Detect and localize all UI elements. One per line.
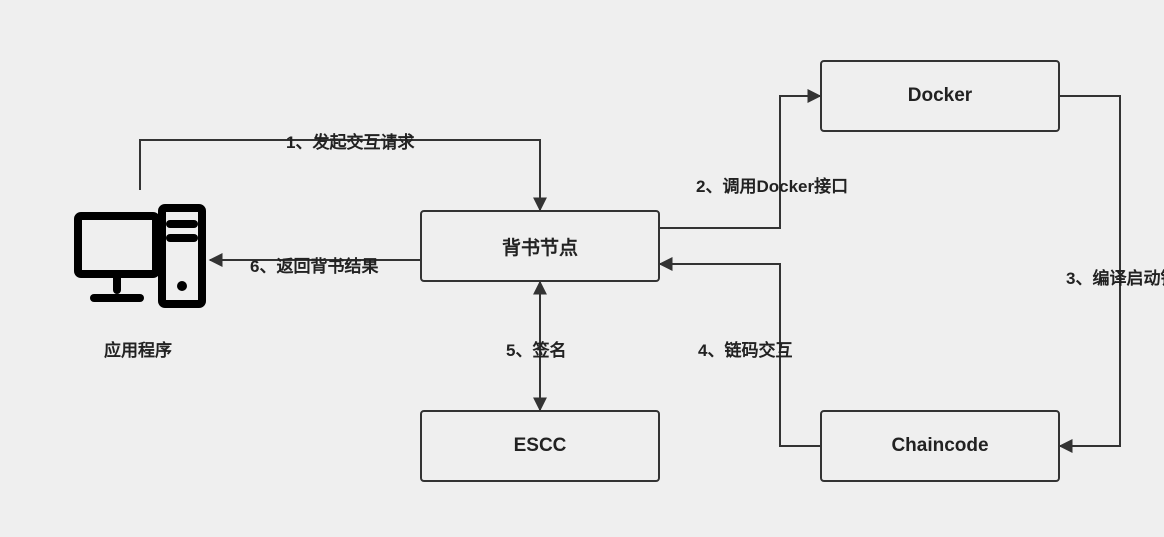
- edge-5-label: 5、签名: [506, 336, 566, 361]
- node-escc-label: ESCC: [514, 435, 567, 457]
- computer-icon: [70, 190, 210, 320]
- edge-2-label: 2、调用Docker接口: [696, 172, 848, 197]
- node-endorser: 背书节点: [420, 210, 660, 282]
- node-chaincode-label: Chaincode: [891, 435, 988, 457]
- edge-2: [660, 96, 820, 228]
- edge-6-label: 6、返回背书结果: [250, 252, 378, 277]
- edge-3-label: 3、编译启动锁: [1066, 264, 1164, 289]
- edge-4-label: 4、链码交互: [698, 336, 792, 361]
- node-docker-label: Docker: [908, 85, 972, 107]
- node-endorser-label: 背书节点: [502, 233, 578, 260]
- node-app: [70, 190, 210, 320]
- edge-1-label: 1、发起交互请求: [286, 128, 414, 153]
- node-app-label: 应用程序: [104, 336, 172, 361]
- node-docker: Docker: [820, 60, 1060, 132]
- node-chaincode: Chaincode: [820, 410, 1060, 482]
- diagram-canvas: 背书节点 ESCC Docker Chaincode 1、发起交互请求 2、调用…: [0, 0, 1164, 537]
- node-escc: ESCC: [420, 410, 660, 482]
